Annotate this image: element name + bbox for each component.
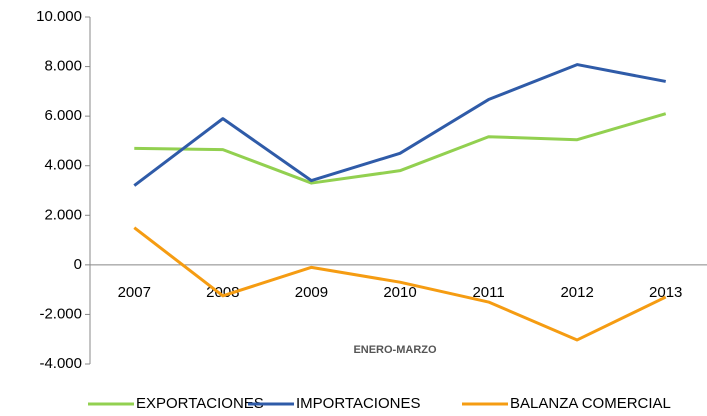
- y-tick-label: -2.000: [39, 305, 82, 322]
- x-axis-label: ENERO-MARZO: [353, 344, 437, 356]
- x-tick-label: 2012: [560, 284, 593, 301]
- series-line: [133, 63, 666, 187]
- y-tick-label: 0: [74, 256, 82, 273]
- x-tick-label: 2009: [295, 284, 328, 301]
- y-tick-label: 8.000: [44, 58, 82, 75]
- x-tick-label: 2007: [118, 284, 151, 301]
- x-tick-label: 2010: [383, 284, 416, 301]
- legend-label: IMPORTACIONES: [296, 395, 420, 412]
- legend-label: EXPORTACIONES: [136, 395, 264, 412]
- y-tick-label: 2.000: [44, 206, 82, 223]
- x-tick-label: 2013: [649, 284, 682, 301]
- legend-label: BALANZA COMERCIAL: [510, 395, 671, 412]
- y-tick-label: 10.000: [36, 8, 82, 25]
- series-line: [133, 226, 667, 342]
- y-tick-label: -4.000: [39, 355, 82, 372]
- series-line: [134, 112, 667, 185]
- x-tick-label: 2011: [472, 284, 504, 301]
- y-tick-label: 4.000: [44, 157, 82, 174]
- y-tick-label: 6.000: [44, 107, 82, 124]
